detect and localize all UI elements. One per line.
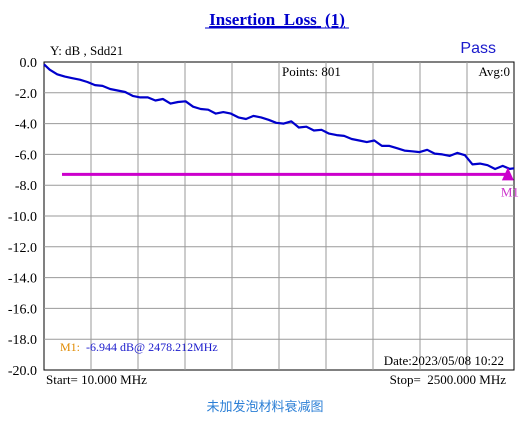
marker-readout-value: -6.944 dB@ 2478.212MHz bbox=[86, 340, 218, 354]
points-label: Points: 801 bbox=[282, 64, 341, 79]
y-tick-labels: 0.0 -2.0 -4.0 -6.0 -8.0 -10.0 -12.0 -14.0 -16.0 -… bbox=[8, 56, 37, 379]
date-label: Date:2023/05/08 10:22 bbox=[384, 353, 504, 368]
y-tick-label: -6.0 bbox=[15, 148, 37, 163]
pass-status: Pass bbox=[460, 40, 496, 57]
y-tick-label: 0.0 bbox=[20, 56, 38, 71]
y-axis-label: Y: dB , Sdd21 bbox=[50, 43, 123, 58]
y-tick-label: -10.0 bbox=[8, 210, 37, 225]
marker-m1-label: M1 bbox=[501, 184, 519, 199]
marker-readout: M1: -6.944 dB@ 2478.212MHz bbox=[60, 340, 218, 354]
series-line-sdd21 bbox=[43, 63, 515, 171]
y-tick-label: -8.0 bbox=[15, 179, 37, 194]
y-tick-label: -20.0 bbox=[8, 364, 37, 379]
chart-area: Insertion_Loss (1) Pass 0.0 -2.0 -4.0 -6.0 -… bbox=[8, 10, 519, 387]
marker-m1-triangle[interactable] bbox=[501, 167, 514, 181]
start-frequency-label: Start= 10.000 MHz bbox=[46, 372, 147, 387]
avg-label: Avg:0 bbox=[478, 64, 510, 79]
y-tick-label: -4.0 bbox=[15, 118, 37, 133]
chart-title: Insertion_Loss (1) bbox=[209, 10, 345, 29]
y-tick-label: -12.0 bbox=[8, 241, 37, 256]
y-tick-label: -2.0 bbox=[15, 87, 37, 102]
y-tick-label: -16.0 bbox=[8, 302, 37, 317]
marker-readout-prefix: M1: bbox=[60, 340, 80, 354]
stop-frequency-label: Stop= 2500.000 MHz bbox=[390, 372, 507, 387]
figure-caption: 未加发泡材料衰减图 bbox=[206, 400, 324, 415]
y-tick-label: -18.0 bbox=[8, 333, 37, 348]
y-tick-label: -14.0 bbox=[8, 272, 37, 287]
